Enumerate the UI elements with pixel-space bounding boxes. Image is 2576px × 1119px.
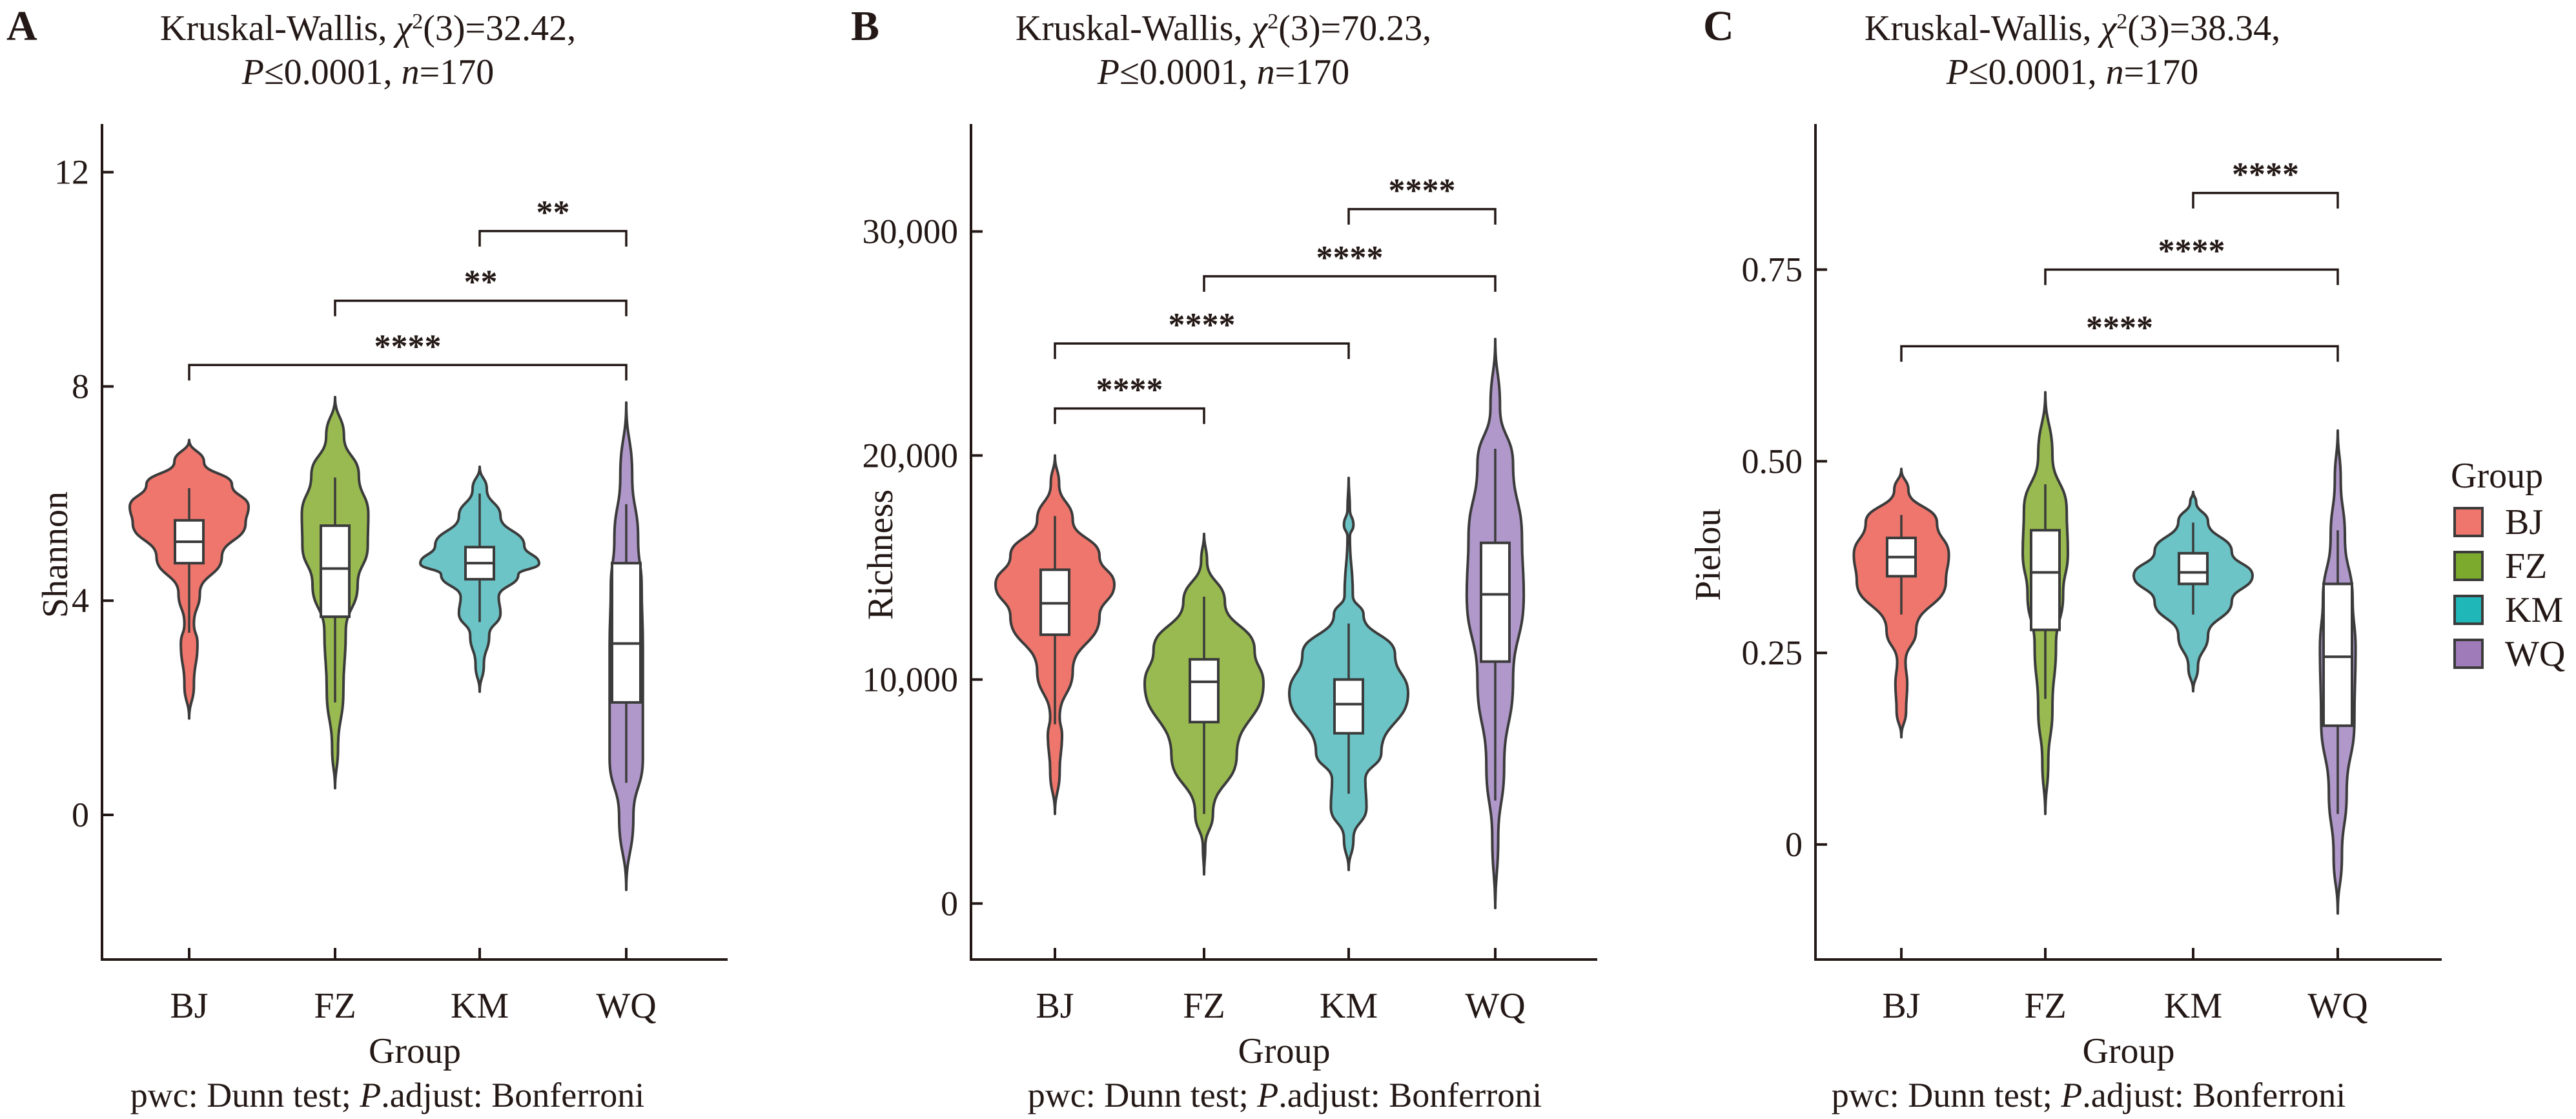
significance-label: **: [537, 194, 570, 231]
y-tick-label: 0.75: [1742, 251, 1803, 289]
panel-a: A Kruskal-Wallis, χ2(3)=32.42,P≤0.0001, n…: [6, 3, 728, 1114]
x-tick-label: WQ: [2307, 986, 2367, 1026]
panel-letter: A: [6, 3, 37, 50]
x-axis-label: Group: [1238, 1031, 1330, 1071]
y-tick-label: 0.50: [1742, 442, 1803, 480]
significance-label: ****: [2158, 233, 2225, 270]
significance-label: ****: [2086, 309, 2153, 346]
significance-bracket: [1347, 208, 1497, 225]
y-tick-label: 30,000: [863, 212, 959, 251]
chart-title-line2: P≤0.0001, n=170: [241, 52, 495, 92]
x-tick-label: WQ: [596, 986, 656, 1026]
legend-label-wq: WQ: [2505, 634, 2565, 674]
significance-bracket: [188, 364, 628, 381]
box-wq: [1480, 541, 1511, 663]
box-fz: [320, 524, 351, 619]
box-wq: [611, 562, 642, 704]
y-tick-label: 8: [72, 367, 89, 406]
y-tick-label: 10,000: [863, 660, 959, 699]
panel-c: C Kruskal-Wallis, χ2(3)=38.34,P≤0.0001, n…: [1688, 3, 2442, 1114]
x-tick-label: BJ: [1882, 986, 1920, 1026]
chart-title-line2: P≤0.0001, n=170: [1097, 52, 1350, 92]
footnote: pwc: Dunn test; P.adjust: Bonferroni: [1832, 1076, 2346, 1114]
significance-label: **: [464, 264, 498, 301]
y-axis-label: Richness: [861, 489, 901, 620]
y-tick-label: 20,000: [863, 436, 959, 475]
box-fz: [1189, 658, 1220, 724]
significance-bracket: [1054, 342, 1350, 359]
panel-letter: C: [1703, 3, 1734, 50]
x-tick-label: KM: [1320, 986, 1378, 1026]
y-axis-label: Pielou: [1688, 508, 1728, 601]
significance-label: ****: [1389, 172, 1456, 209]
x-axis-label: Group: [2082, 1031, 2174, 1071]
box-km: [2178, 551, 2209, 586]
box-wq: [2322, 582, 2353, 727]
chart-title-line1: Kruskal-Wallis, χ2(3)=38.34,: [1865, 8, 2280, 48]
significance-bracket: [478, 230, 628, 247]
significance-bracket: [1203, 275, 1497, 292]
significance-bracket: [1054, 407, 1205, 424]
legend-title: Group: [2451, 456, 2543, 496]
y-tick-label: 0: [72, 796, 89, 834]
legend-swatch-bj: [2453, 507, 2484, 537]
legend-swatch-fz: [2453, 551, 2484, 581]
y-tick-label: 0: [941, 884, 958, 923]
x-tick-label: KM: [2164, 986, 2222, 1026]
significance-label: ****: [1096, 372, 1163, 409]
significance-label: ****: [374, 328, 442, 365]
significance-bracket: [2192, 192, 2339, 209]
significance-bracket: [2044, 268, 2339, 285]
y-tick-label: 12: [54, 153, 89, 192]
significance-label: ****: [1169, 307, 1236, 344]
panel-b: B Kruskal-Wallis, χ2(3)=70.23,P≤0.0001, n…: [851, 3, 1597, 1114]
legend-label-km: KM: [2505, 590, 2563, 630]
chart-title-line1: Kruskal-Wallis, χ2(3)=70.23,: [1016, 8, 1431, 48]
footnote: pwc: Dunn test; P.adjust: Bonferroni: [1028, 1076, 1542, 1114]
box-fz: [2030, 529, 2061, 631]
x-tick-label: BJ: [1036, 986, 1074, 1026]
significance-bracket: [334, 299, 628, 316]
x-tick-label: FZ: [314, 986, 356, 1026]
chart-title-line2: P≤0.0001, n=170: [1946, 52, 2199, 92]
x-tick-label: FZ: [2024, 986, 2066, 1026]
significance-label: ****: [2232, 156, 2299, 193]
x-tick-label: WQ: [1465, 986, 1525, 1026]
chart-title-line1: Kruskal-Wallis, χ2(3)=32.42,: [160, 8, 576, 48]
footnote: pwc: Dunn test; P.adjust: Bonferroni: [130, 1076, 644, 1114]
legend-swatch-wq: [2453, 639, 2484, 669]
panel-letter: B: [851, 3, 879, 50]
y-axis-label: Shannon: [36, 491, 76, 618]
x-tick-label: KM: [451, 986, 509, 1026]
significance-label: ****: [1316, 240, 1384, 276]
y-tick-label: 4: [72, 581, 89, 620]
box-km: [1333, 678, 1364, 735]
x-axis-label: Group: [369, 1031, 461, 1071]
y-tick-label: 0.25: [1742, 633, 1803, 672]
x-tick-label: BJ: [170, 986, 208, 1026]
legend-label-bj: BJ: [2505, 502, 2543, 542]
legend-swatch-km: [2453, 595, 2484, 625]
legend-label-fz: FZ: [2505, 546, 2547, 586]
x-tick-label: FZ: [1183, 986, 1225, 1026]
y-tick-label: 0: [1785, 825, 1803, 864]
significance-bracket: [1900, 345, 2339, 362]
